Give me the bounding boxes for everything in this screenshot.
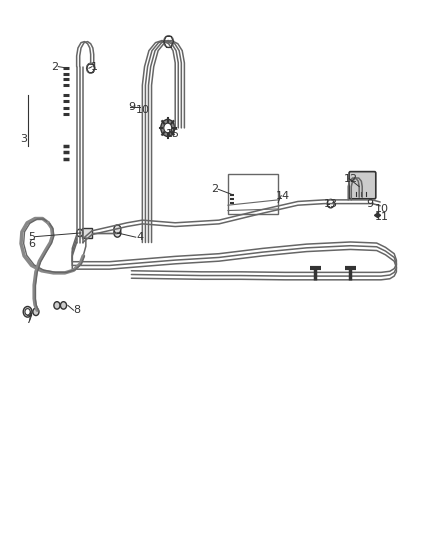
- Text: 3: 3: [21, 134, 28, 143]
- Circle shape: [23, 306, 32, 317]
- Text: 9: 9: [367, 199, 374, 209]
- Circle shape: [114, 225, 121, 233]
- Circle shape: [77, 229, 83, 237]
- Bar: [82, 228, 92, 238]
- Bar: [228, 174, 278, 214]
- Text: 5: 5: [28, 232, 35, 241]
- Text: 12: 12: [343, 174, 357, 183]
- Text: 13: 13: [324, 199, 338, 208]
- Text: 10: 10: [375, 204, 389, 214]
- Text: 2: 2: [51, 62, 58, 71]
- Text: 10: 10: [135, 106, 149, 115]
- Text: 7: 7: [25, 315, 32, 325]
- Text: 8: 8: [73, 305, 80, 315]
- Circle shape: [164, 123, 172, 133]
- Text: 4: 4: [137, 232, 144, 242]
- Text: 2: 2: [211, 184, 218, 194]
- Text: 9: 9: [128, 102, 135, 111]
- Circle shape: [164, 36, 173, 47]
- FancyBboxPatch shape: [349, 172, 376, 199]
- Circle shape: [87, 63, 95, 73]
- Circle shape: [327, 199, 334, 208]
- Circle shape: [161, 119, 175, 136]
- Circle shape: [54, 302, 60, 309]
- Circle shape: [114, 229, 121, 237]
- Text: 1: 1: [91, 62, 98, 71]
- Circle shape: [33, 308, 39, 316]
- Text: 11: 11: [375, 213, 389, 222]
- Circle shape: [60, 302, 67, 309]
- Text: 14: 14: [276, 191, 290, 200]
- Circle shape: [25, 309, 30, 315]
- Polygon shape: [374, 213, 381, 217]
- Text: 15: 15: [166, 130, 180, 139]
- Text: 6: 6: [28, 239, 35, 248]
